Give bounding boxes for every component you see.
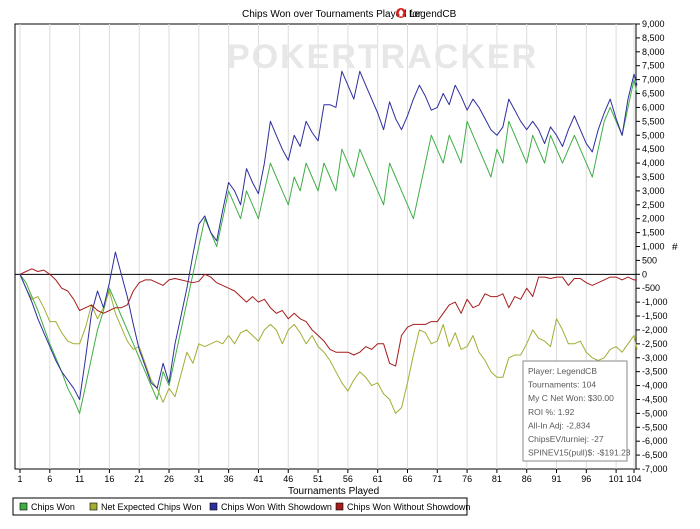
y-tick-label: -4,500: [642, 394, 668, 404]
stats-line: All-In Adj: -2,834: [528, 420, 591, 430]
legend-label: Chips Won Without Showdown: [347, 502, 470, 512]
legend-label: Net Expected Chips Won: [101, 502, 201, 512]
y-tick-label: -6,000: [642, 436, 668, 446]
x-tick-label: 56: [343, 474, 353, 484]
y-tick-label: -500: [642, 283, 660, 293]
x-tick-label: 51: [313, 474, 323, 484]
y-tick-label: -4,000: [642, 381, 668, 391]
player-name: LegendCB: [409, 9, 457, 20]
series-line-chips-won: [19, 79, 638, 414]
x-tick-label: 1: [17, 474, 22, 484]
x-axis: 1 6 11 16 21 26 31 36 41 46 51 56 61 66 71 76 81 86 91 96 10…: [17, 469, 642, 484]
legend-swatch: [209, 502, 218, 511]
y-tick-label: 0: [642, 269, 647, 279]
stats-line: SPINEV15(pull)$: -$191.23: [528, 448, 631, 458]
series-line-chips-won-with-showdown: [19, 70, 638, 400]
stats-line: ROI %: 1.92: [528, 407, 575, 417]
x-tick-label: 91: [551, 474, 561, 484]
y-tick-label: -5,500: [642, 422, 668, 432]
x-tick-label: 71: [432, 474, 442, 484]
y-tick-label: 2,000: [642, 214, 665, 224]
x-tick-label: 11: [75, 474, 84, 484]
series-layer: [19, 70, 638, 414]
x-tick-label: 21: [134, 474, 144, 484]
x-tick-label: 6: [47, 474, 52, 484]
stats-line: Player: LegendCB: [528, 366, 597, 376]
poker-logo-icon: [396, 8, 406, 18]
x-tick-label: 66: [402, 474, 412, 484]
y-tick-label: 1,500: [642, 228, 665, 238]
chart-title: Chips Won over Tournaments Played for: [242, 9, 422, 20]
y-tick-label: 6,000: [642, 102, 665, 112]
y-tick-label: 2,500: [642, 200, 665, 210]
y-tick-label: 7,000: [642, 75, 665, 85]
x-tick-label: 36: [224, 474, 234, 484]
x-tick-label: 41: [253, 474, 263, 484]
watermark: POKERTRACKER: [227, 38, 538, 76]
legend-swatch: [335, 502, 344, 511]
series-line-net-expected-chips-won: [19, 274, 638, 414]
y-tick-label: -2,000: [642, 325, 668, 335]
x-tick-label: 46: [283, 474, 293, 484]
y-tick-label: -2,500: [642, 339, 668, 349]
stats-line: ChipsEV/turniej: -27: [528, 434, 604, 444]
x-tick-label: 26: [164, 474, 174, 484]
legend-label: Chips Won: [31, 502, 75, 512]
series-line-chips-won-without-showdown: [19, 268, 637, 367]
x-axis-title: Tournaments Played: [288, 486, 379, 497]
y-tick-label: 8,500: [642, 33, 665, 43]
y-tick-label: 5,500: [642, 116, 665, 126]
x-tick-label: 81: [492, 474, 502, 484]
y-tick-label: 6,500: [642, 89, 665, 99]
y-tick-label: 5,000: [642, 130, 665, 140]
y-axis: 9,000 8,500 8,000 7,500 7,000 6,500 6,000 5,500…: [636, 19, 668, 474]
x-tick-label: 104: [626, 474, 641, 484]
y-tick-label: -6,500: [642, 450, 668, 460]
y-tick-label: 500: [642, 255, 657, 265]
y-tick-label: 4,500: [642, 144, 665, 154]
y-tick-label: 3,500: [642, 172, 665, 182]
legend: Chips Won Net Expected Chips Won Chips Won…: [12, 497, 470, 516]
y-tick-label: -3,500: [642, 367, 668, 377]
stats-box: Player: LegendCB Tournaments: 104 My C Net…: [522, 360, 631, 462]
legend-swatch: [89, 502, 98, 511]
y-tick-label: 9,000: [642, 19, 665, 29]
x-tick-label: 86: [522, 474, 532, 484]
x-tick-label: 31: [194, 474, 204, 484]
stats-line: My C Net Won: $30.00: [528, 393, 614, 403]
x-tick-label: 16: [104, 474, 114, 484]
y-tick-label: 1,000: [642, 242, 665, 252]
x-tick-label: 76: [462, 474, 472, 484]
y-tick-label: -1,500: [642, 311, 668, 321]
y-tick-label: 8,000: [642, 47, 665, 57]
x-tick-label: 96: [581, 474, 591, 484]
legend-label: Chips Won With Showdown: [221, 502, 332, 512]
stats-line: Tournaments: 104: [528, 380, 596, 390]
y-tick-label: -5,000: [642, 408, 668, 418]
y-axis-label: #: [672, 242, 678, 253]
y-tick-label: 7,500: [642, 61, 665, 71]
y-tick-label: -7,000: [642, 464, 668, 474]
x-tick-label: 61: [373, 474, 383, 484]
y-tick-label: 4,000: [642, 158, 665, 168]
legend-swatch: [19, 502, 28, 511]
chart-title-group: Chips Won over Tournaments Played for Le…: [242, 8, 457, 20]
y-tick-label: 3,000: [642, 186, 665, 196]
x-tick-label: 101: [609, 474, 624, 484]
y-tick-label: -3,000: [642, 353, 668, 363]
y-tick-label: -1,000: [642, 297, 668, 307]
